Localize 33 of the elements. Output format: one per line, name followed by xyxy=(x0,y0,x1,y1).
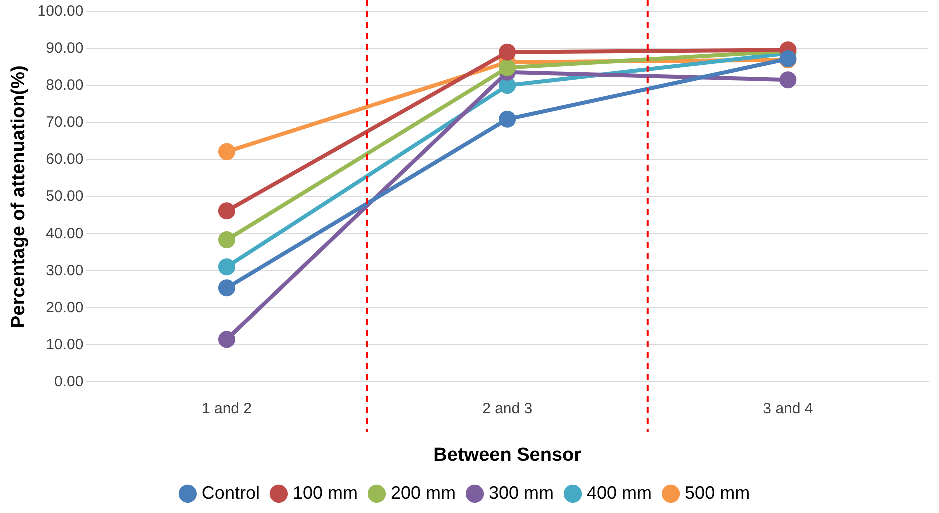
point xyxy=(218,258,236,276)
point xyxy=(499,77,516,94)
legend-label: 100 mm xyxy=(292,482,358,503)
y-tick-label: 100.00 xyxy=(38,3,84,20)
legend-label: 500 mm xyxy=(685,482,750,503)
point xyxy=(218,143,236,160)
x-tick-label: 3 and 4 xyxy=(763,400,814,418)
y-axis-title: Percentage of attenuation(%) xyxy=(8,66,30,329)
legend-label: 200 mm xyxy=(390,482,456,503)
y-tick-label: 30.00 xyxy=(46,262,84,280)
x-tick-label: 2 and 3 xyxy=(482,400,533,418)
point xyxy=(218,331,236,348)
point xyxy=(218,280,236,297)
point xyxy=(499,44,516,61)
y-tick-label: 80.00 xyxy=(46,77,84,94)
y-tick-label: 40.00 xyxy=(46,225,84,242)
point xyxy=(218,202,236,220)
y-tick-label: 90.00 xyxy=(46,40,84,58)
legend-label: 400 mm xyxy=(587,482,652,503)
y-tick-label: 10.00 xyxy=(46,336,84,354)
point xyxy=(218,232,236,249)
point xyxy=(499,110,516,128)
y-tick-label: 0.00 xyxy=(54,373,84,390)
y-tick-label: 60.00 xyxy=(46,151,84,168)
y-tick-label: 20.00 xyxy=(46,299,84,316)
legend-label: 300 mm xyxy=(489,482,554,503)
point xyxy=(780,72,797,89)
x-axis-title: Between Sensor xyxy=(434,444,582,466)
point xyxy=(499,59,516,76)
legend-label: Control xyxy=(202,482,260,503)
y-tick-label: 70.00 xyxy=(46,114,84,132)
x-tick-label: 1 and 2 xyxy=(202,400,252,418)
y-tick-label: 50.00 xyxy=(46,188,84,206)
